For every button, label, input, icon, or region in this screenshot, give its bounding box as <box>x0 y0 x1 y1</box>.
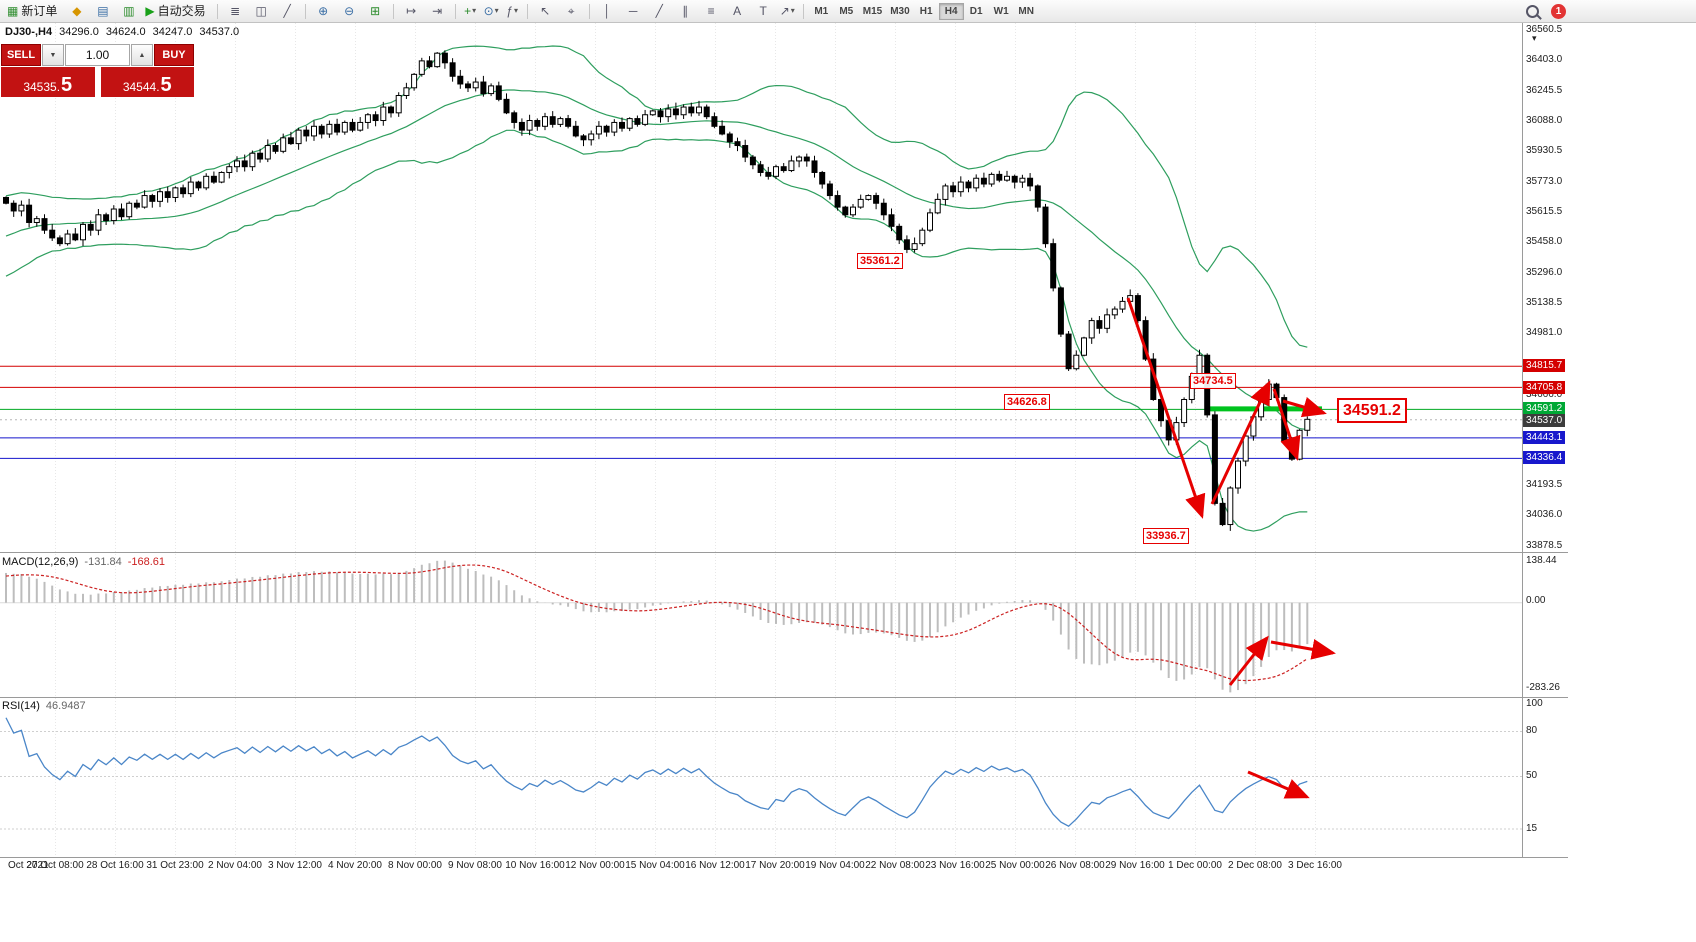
toolbar-separator <box>304 3 306 19</box>
crosshair-icon[interactable]: ⌖ <box>567 4 575 18</box>
zoom-in-icon[interactable]: ⊕ <box>318 4 329 18</box>
volume-decrease-button[interactable]: ▼ <box>42 44 64 66</box>
rsi-value: 46.9487 <box>45 700 86 712</box>
auto-scroll-icon[interactable]: ↦ <box>406 4 417 18</box>
toolbar-separator <box>526 3 528 19</box>
zoom-out-icon[interactable]: ⊖ <box>344 4 355 18</box>
cycles-button[interactable]: ⊙ ▾ <box>481 2 502 20</box>
sell-price-box[interactable]: 34535. 5 <box>1 67 95 97</box>
rsi-caption: RSI(14) 46.9487 <box>2 700 86 712</box>
candles <box>3 50 1311 531</box>
chart-title: DJ30-,H4 34296.0 34624.0 34247.0 34537.0 <box>5 26 239 38</box>
candlestick-icon[interactable]: ◫ <box>255 4 267 18</box>
buy-button[interactable]: BUY <box>154 44 194 66</box>
timeframe-button-group: M1 M5 M15 M30 H1 H4 D1 W1 MN <box>809 2 1039 20</box>
trend-arrows <box>1126 297 1336 799</box>
low-value: 34247.0 <box>152 26 193 38</box>
indicators-icon: ƒ <box>506 4 514 18</box>
sell-button[interactable]: SELL <box>1 44 41 66</box>
play-icon: ▶ <box>145 4 155 18</box>
metaeditor-icon[interactable]: ◆ <box>72 4 82 18</box>
timeframe-m1-button[interactable]: M1 <box>809 3 834 20</box>
fibonacci-icon[interactable]: ≡ <box>707 4 715 18</box>
macd-value: -131.84 <box>84 556 122 568</box>
chart-plus-icon: ▦ <box>7 4 19 18</box>
symbol-period-label: DJ30-,H4 <box>5 26 53 38</box>
market-watch-icon[interactable]: ▤ <box>97 4 109 18</box>
chevron-down-icon: ▾ <box>472 6 477 15</box>
cursor-icon[interactable]: ↖ <box>540 4 551 18</box>
high-value: 34624.0 <box>105 26 146 38</box>
notification-badge[interactable]: 1 <box>1551 3 1566 19</box>
rsi-line <box>5 717 1308 828</box>
cycles-icon: ⊙ <box>483 4 494 18</box>
toolbar-right-group: 1 <box>1526 3 1566 19</box>
text-label-icon[interactable]: T <box>759 4 767 18</box>
arrows-tool-button[interactable]: ↗ ▾ <box>777 2 798 20</box>
one-click-trading-panel: SELL ▼ ▲ BUY 34535. 5 34544. 5 <box>1 44 194 97</box>
toolbar-separator <box>454 3 456 19</box>
bollinger-upper <box>5 45 1308 348</box>
bollinger-bands <box>5 45 1308 532</box>
volume-input[interactable] <box>65 44 130 66</box>
toolbar: ▦ 新订单 ◆ ▤ ▥ ▶ 自动交易 ≣ ◫ ╱ ⊕ ⊖ ⊞ ↦ ⇥ + ▾ ⊙… <box>0 0 1696 23</box>
rsi-level-lines <box>0 731 1522 830</box>
macd-signal-line <box>5 564 1308 682</box>
line-chart-icon[interactable]: ╱ <box>283 4 291 18</box>
macd-signal-value: -168.61 <box>127 556 166 568</box>
macd-label: MACD(12,26,9) <box>2 556 79 568</box>
timeframe-m15-button[interactable]: M15 <box>859 3 886 20</box>
chevron-down-icon: ▾ <box>494 6 499 15</box>
volume-increase-button[interactable]: ▲ <box>131 44 153 66</box>
rsi-label: RSI(14) <box>2 700 40 712</box>
buy-price-box[interactable]: 34544. 5 <box>100 67 194 97</box>
chart-shift-marker[interactable]: ▾ <box>1532 33 1537 43</box>
indicators-button[interactable]: ƒ ▾ <box>503 2 522 20</box>
vertical-line-icon[interactable]: │ <box>603 4 611 18</box>
timeframe-m30-button[interactable]: M30 <box>886 3 913 20</box>
autotrading-button[interactable]: ▶ 自动交易 <box>142 2 211 20</box>
toolbar-separator <box>392 3 394 19</box>
trendline-icon[interactable]: ╱ <box>655 4 663 18</box>
channel-icon[interactable]: ∥ <box>682 4 689 18</box>
horizontal-line-icon[interactable]: ─ <box>628 4 638 18</box>
timeframe-h4-button[interactable]: H4 <box>938 2 964 20</box>
new-order-button[interactable]: ▦ 新订单 <box>4 2 63 20</box>
toolbar-separator <box>802 3 804 19</box>
plus-icon: + <box>464 4 472 18</box>
bollinger-lower <box>5 129 1308 532</box>
open-value: 34296.0 <box>59 26 99 38</box>
timeframe-m5-button[interactable]: M5 <box>834 3 859 20</box>
tile-windows-icon[interactable]: ⊞ <box>370 4 381 18</box>
toolbar-separator <box>216 3 218 19</box>
timeframe-d1-button[interactable]: D1 <box>964 3 989 20</box>
new-order-label: 新订单 <box>21 4 58 18</box>
navigator-icon[interactable]: ▥ <box>123 4 135 18</box>
autotrading-label: 自动交易 <box>157 4 206 18</box>
macd-histogram <box>5 560 1309 693</box>
macd-caption: MACD(12,26,9) -131.84 -168.61 <box>2 556 165 568</box>
toolbar-separator <box>588 3 590 19</box>
chevron-down-icon: ▾ <box>790 6 795 15</box>
buy-price-pips: 5 <box>160 74 172 96</box>
bollinger-middle <box>5 89 1308 431</box>
bar-chart-icon[interactable]: ≣ <box>230 4 241 18</box>
text-icon[interactable]: A <box>733 4 742 18</box>
timeframe-w1-button[interactable]: W1 <box>989 3 1014 20</box>
close-value: 34537.0 <box>199 26 240 38</box>
buy-price: 34544. <box>122 79 160 94</box>
sell-price-pips: 5 <box>61 74 73 96</box>
timeframe-mn-button[interactable]: MN <box>1014 3 1039 20</box>
chart-shift-icon[interactable]: ⇥ <box>432 4 443 18</box>
chevron-down-icon: ▾ <box>514 6 519 15</box>
timeframe-h1-button[interactable]: H1 <box>914 3 939 20</box>
pane-separators <box>0 23 1568 858</box>
arrows-icon: ↗ <box>779 4 790 18</box>
sell-price: 34535. <box>23 79 61 94</box>
new-chart-button[interactable]: + ▾ <box>461 2 480 20</box>
search-icon[interactable] <box>1526 4 1539 18</box>
